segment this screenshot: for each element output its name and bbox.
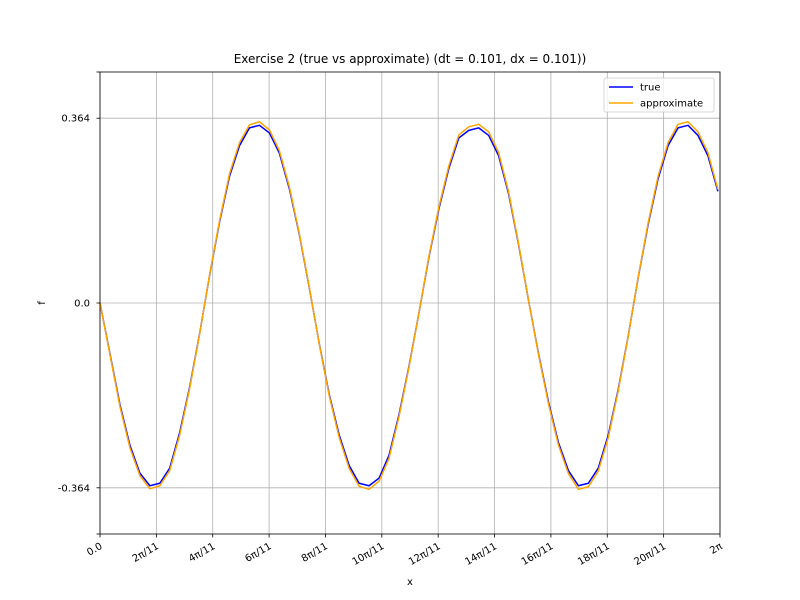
x-axis-title: x xyxy=(407,577,413,588)
legend-label-approximate: approximate xyxy=(640,99,703,110)
legend: true approximate xyxy=(603,77,715,113)
y-tick-label: 0.0 xyxy=(74,299,90,310)
x-tick-label: 2π xyxy=(708,541,724,557)
y-axis-title: f xyxy=(37,301,48,305)
y-tick-label: 0.364 xyxy=(61,114,90,125)
legend-label-true: true xyxy=(640,83,661,94)
chart-title: Exercise 2 (true vs approximate) (dt = 0… xyxy=(234,52,587,66)
series-lines xyxy=(99,121,719,491)
y-tick-label: -0.364 xyxy=(58,483,90,494)
series-line-approximate xyxy=(99,121,719,491)
